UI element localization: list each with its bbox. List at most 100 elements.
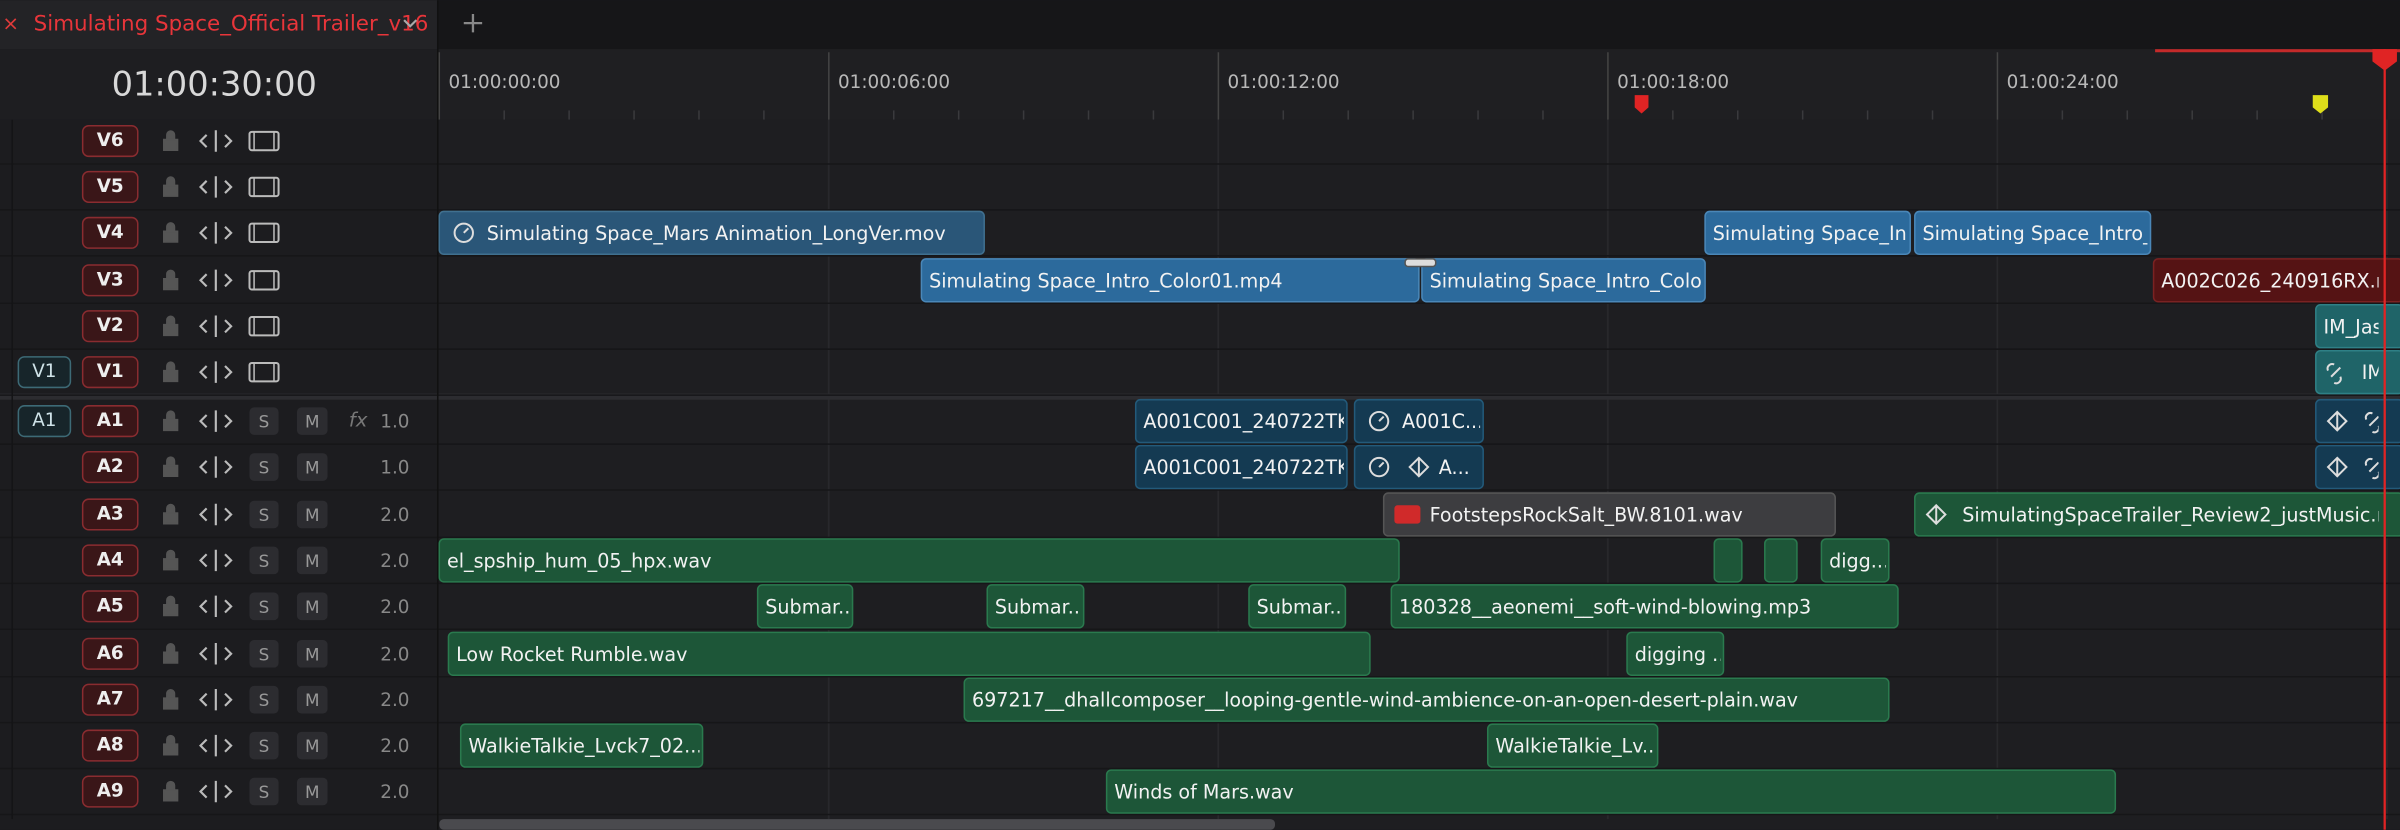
mute-button[interactable] [296, 453, 328, 481]
clip[interactable] [1713, 538, 1743, 583]
clip[interactable] [1390, 584, 1899, 629]
sync-icon[interactable] [198, 361, 233, 383]
track-label-box[interactable] [81, 310, 139, 343]
sync-icon[interactable] [198, 688, 233, 711]
sync-icon[interactable] [198, 176, 233, 198]
clip[interactable] [1820, 538, 1890, 583]
patch-box[interactable] [17, 405, 72, 438]
sync-icon[interactable] [198, 734, 233, 757]
track-label-box[interactable] [81, 775, 139, 808]
clip[interactable] [1914, 210, 2152, 256]
clip[interactable] [756, 584, 854, 629]
solo-button[interactable] [249, 731, 279, 760]
solo-button[interactable] [249, 500, 279, 529]
lock-icon[interactable] [163, 549, 179, 571]
sync-icon[interactable] [198, 643, 233, 665]
mute-button[interactable] [296, 407, 328, 435]
clip[interactable] [1486, 723, 1659, 768]
video-toggle[interactable] [248, 316, 280, 337]
clip[interactable] [963, 677, 1890, 722]
lock-icon[interactable] [163, 688, 179, 710]
solo-button[interactable] [249, 453, 279, 481]
clip[interactable] [438, 210, 985, 256]
solo-button[interactable] [249, 640, 279, 668]
track-label-box[interactable] [81, 637, 139, 670]
marker-yellow[interactable] [2312, 95, 2329, 114]
clip[interactable] [920, 258, 1420, 303]
clip[interactable] [1914, 492, 2400, 537]
video-toggle[interactable] [248, 270, 280, 291]
clip[interactable] [1421, 258, 1706, 303]
sync-icon[interactable] [198, 456, 233, 478]
sync-icon[interactable] [198, 503, 233, 526]
lock-icon[interactable] [163, 222, 179, 243]
track-label-box[interactable] [81, 498, 139, 531]
marker-red[interactable] [1634, 95, 1649, 114]
clip[interactable] [1353, 398, 1484, 444]
clip[interactable] [1248, 584, 1347, 629]
track-label-box[interactable] [81, 729, 139, 762]
tab-title[interactable]: Simulating Space_Official Trailer_v16 [34, 12, 429, 37]
playhead[interactable] [2372, 49, 2397, 71]
mute-button[interactable] [296, 640, 328, 668]
mute-button[interactable] [296, 500, 328, 529]
solo-button[interactable] [249, 592, 279, 621]
clip[interactable] [2152, 258, 2400, 303]
tab[interactable] [0, 0, 438, 50]
clip[interactable] [2315, 349, 2400, 395]
lock-icon[interactable] [163, 503, 179, 525]
clip[interactable] [1134, 398, 1348, 444]
sync-icon[interactable] [198, 130, 233, 152]
lock-icon[interactable] [163, 643, 179, 664]
sync-icon[interactable] [198, 222, 233, 244]
video-toggle[interactable] [248, 130, 280, 152]
clip[interactable] [1704, 210, 1911, 256]
lock-icon[interactable] [163, 734, 179, 756]
clip[interactable] [2315, 398, 2400, 444]
tab-close[interactable]: × [2, 12, 19, 35]
sync-icon[interactable] [198, 315, 233, 337]
lock-icon[interactable] [163, 315, 179, 337]
track-label-box[interactable] [81, 544, 139, 577]
clip[interactable] [1105, 769, 2117, 814]
lock-icon[interactable] [163, 130, 179, 151]
clip[interactable] [2315, 444, 2400, 490]
clip[interactable] [986, 584, 1085, 629]
tab-menu[interactable] [403, 19, 418, 28]
track-label-box[interactable] [81, 590, 139, 623]
solo-button[interactable] [249, 777, 279, 806]
lock-icon[interactable] [163, 410, 179, 432]
track-label-box[interactable] [81, 216, 139, 249]
sync-icon[interactable] [198, 549, 233, 572]
clip[interactable] [1134, 444, 1348, 490]
track-label-box[interactable] [81, 124, 139, 158]
track-label-box[interactable] [81, 356, 139, 389]
add-tab[interactable] [463, 13, 483, 33]
solo-button[interactable] [249, 546, 279, 575]
clip[interactable] [1764, 538, 1798, 583]
clip[interactable] [459, 723, 704, 768]
clip[interactable] [1626, 631, 1725, 676]
mute-button[interactable] [296, 731, 328, 760]
track-label-box[interactable] [81, 450, 139, 484]
video-toggle[interactable] [248, 222, 280, 244]
track-label-box[interactable] [81, 264, 139, 297]
sync-icon[interactable] [198, 269, 233, 292]
lock-icon[interactable] [163, 176, 179, 197]
clip[interactable] [1382, 492, 1836, 537]
solo-button[interactable] [249, 685, 279, 714]
sync-icon[interactable] [198, 780, 233, 803]
mute-button[interactable] [296, 685, 328, 714]
lock-icon[interactable] [163, 361, 179, 383]
mute-button[interactable] [296, 777, 328, 806]
video-toggle[interactable] [248, 361, 280, 383]
track-label-box[interactable] [81, 170, 139, 204]
sync-icon[interactable] [198, 410, 233, 432]
lock-icon[interactable] [163, 456, 179, 477]
lock-icon[interactable] [163, 595, 179, 617]
solo-button[interactable] [249, 407, 279, 435]
track-label-box[interactable] [81, 683, 139, 716]
clip[interactable] [2315, 304, 2400, 349]
patch-box[interactable] [17, 356, 72, 389]
mute-button[interactable] [296, 592, 328, 621]
